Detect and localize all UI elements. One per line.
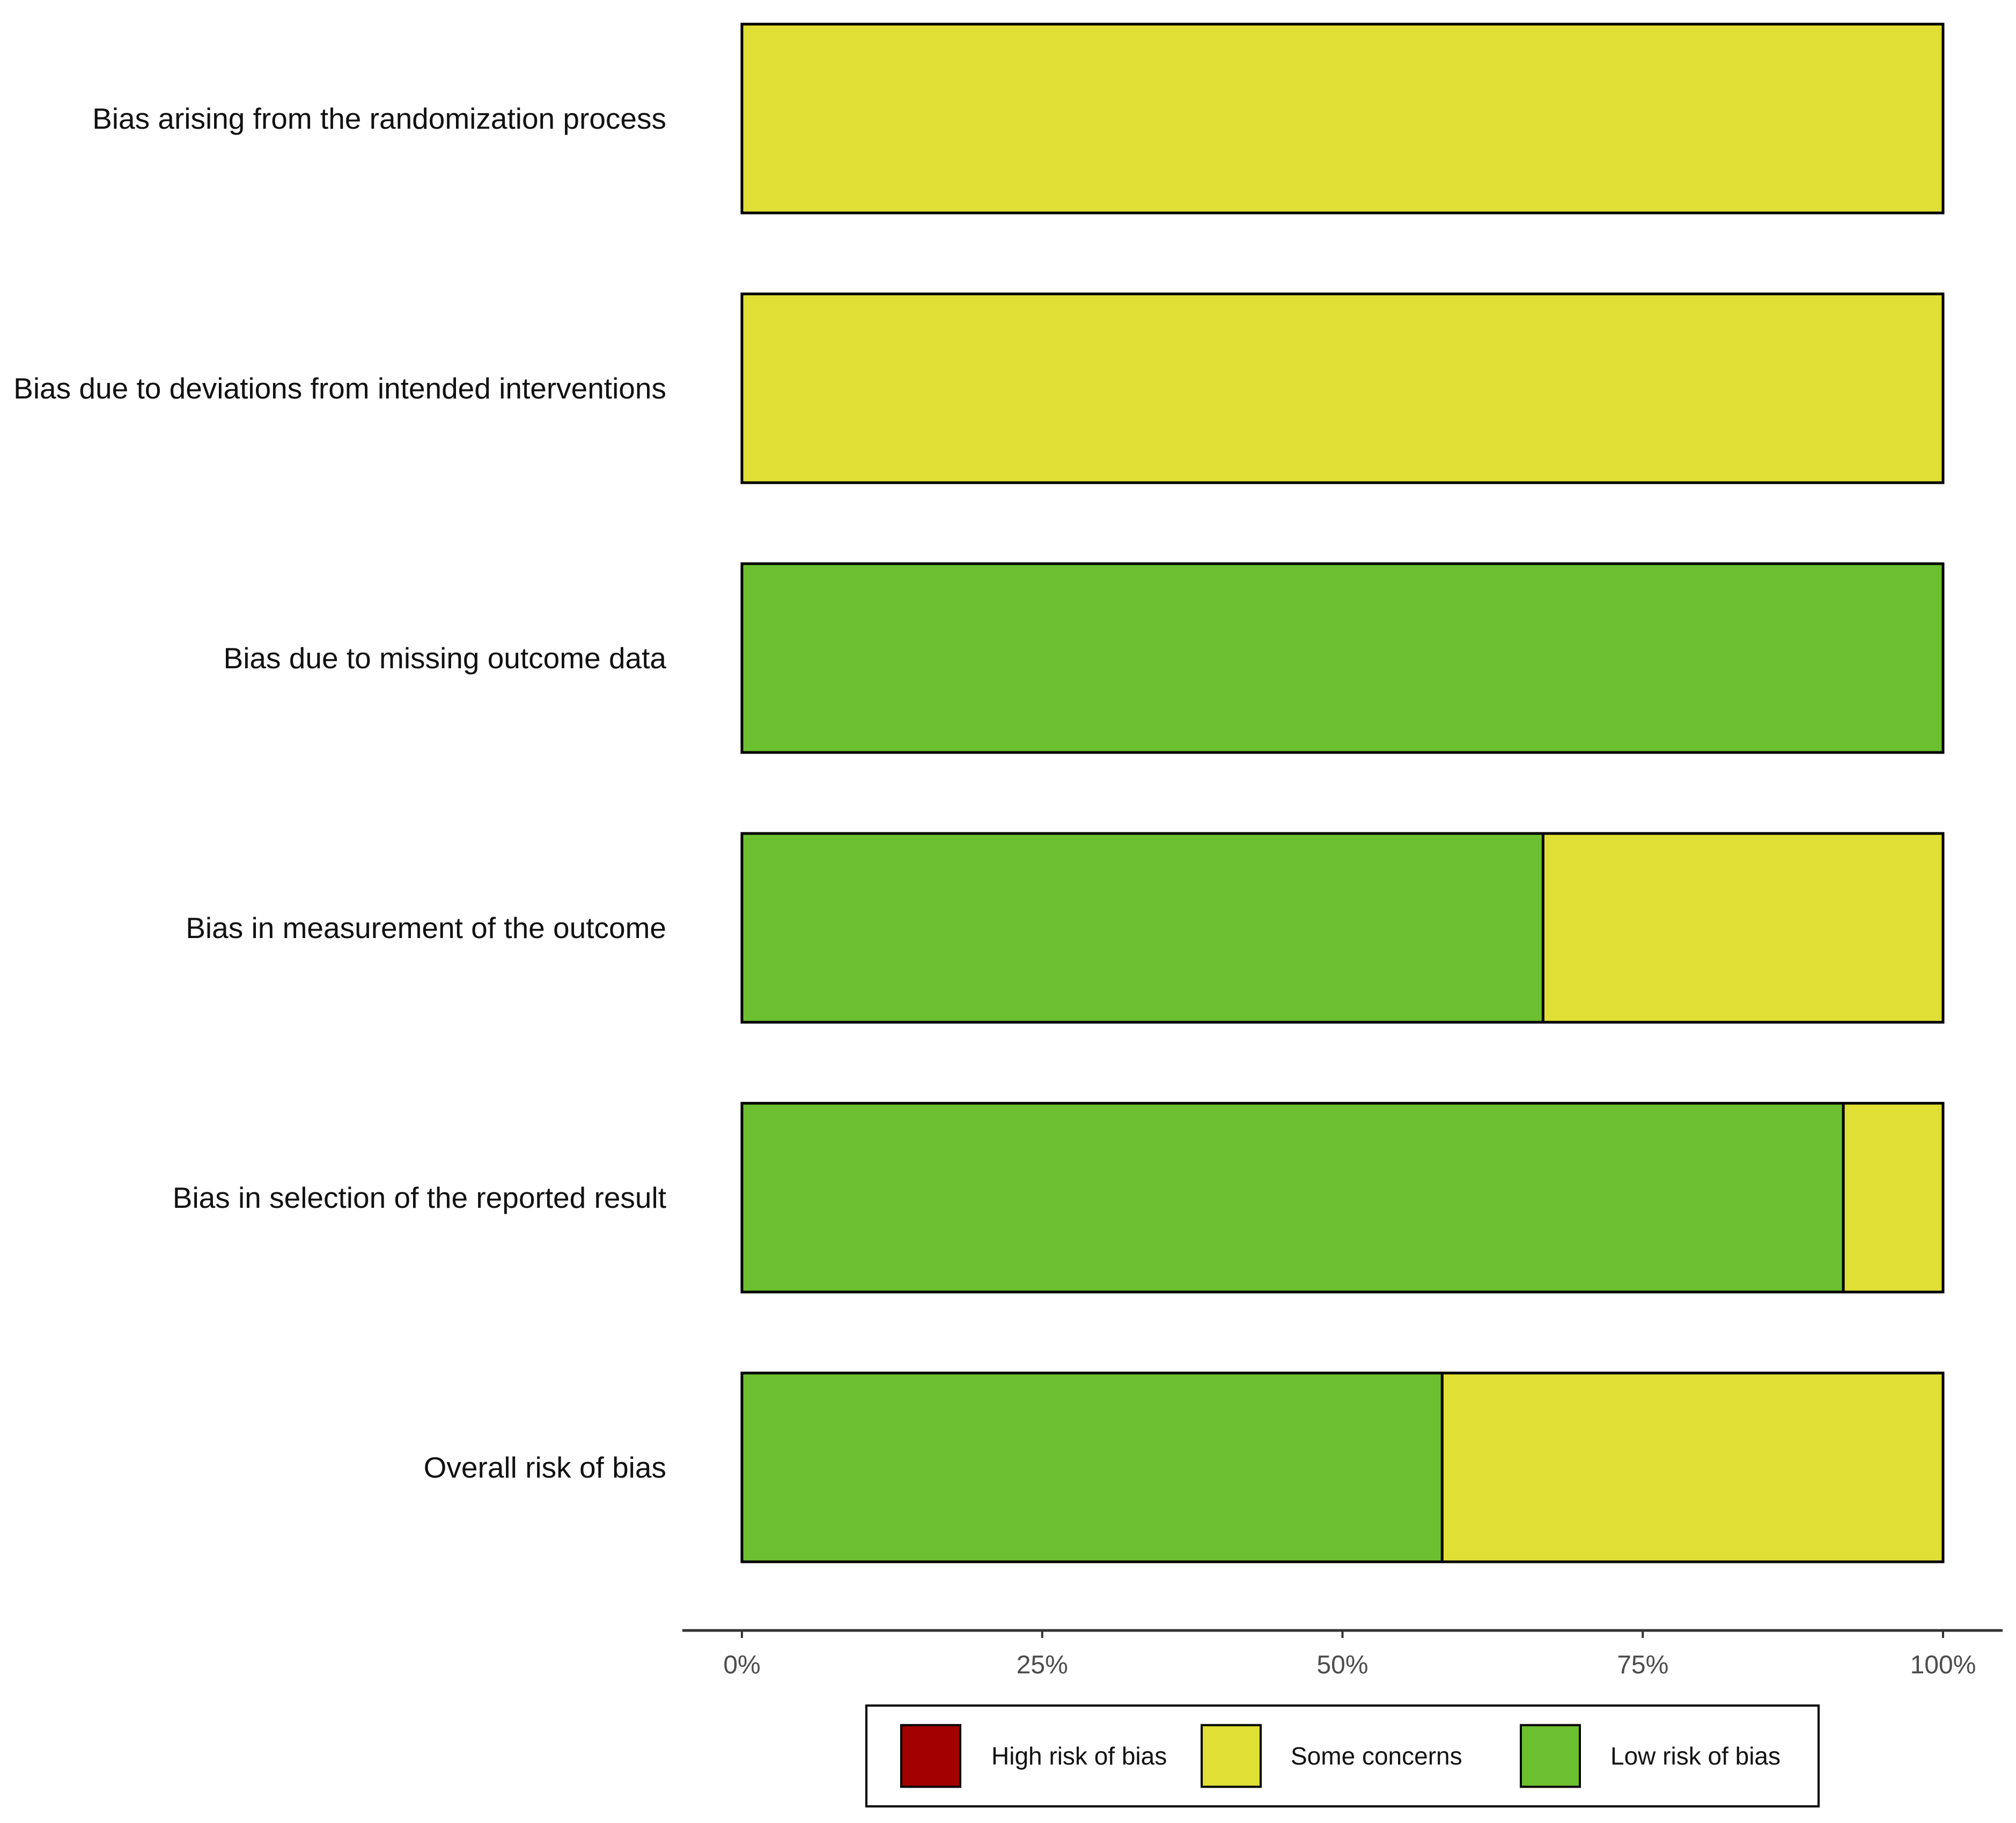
x-tick-label: 75% (1617, 1651, 1668, 1679)
legend-swatch (1520, 1724, 1581, 1788)
legend-swatch (900, 1724, 961, 1788)
x-tick-label: 100% (1910, 1651, 1976, 1679)
bars (740, 23, 1945, 1563)
x-tick-label: 25% (1017, 1651, 1068, 1679)
category-label: Bias arising from the randomization proc… (92, 102, 666, 135)
category-labels: Bias arising from the randomization proc… (13, 102, 666, 1484)
bar-segment (1842, 1102, 1945, 1294)
bar-segment (740, 292, 1945, 484)
legend-label: Low risk of bias (1610, 1742, 1780, 1770)
x-axis: 0% 25% 50% 75% 100% (682, 1629, 2003, 1679)
category-label: Bias in measurement of the outcome (186, 911, 666, 944)
legend-label: Some concerns (1291, 1742, 1462, 1770)
category-label: Bias due to deviations from intended int… (13, 372, 666, 405)
category-label: Bias in selection of the reported result (173, 1181, 666, 1214)
x-tick-label: 50% (1316, 1651, 1368, 1679)
bar-segment (740, 832, 1544, 1024)
legend: High risk of bias Some concerns Low risk o… (865, 1704, 1820, 1807)
legend-swatch (1201, 1724, 1262, 1788)
legend-label: High risk of bias (991, 1742, 1167, 1770)
category-label: Bias due to missing outcome data (224, 641, 667, 675)
legend-box (865, 1704, 1820, 1807)
bar-segment (740, 23, 1945, 215)
bar-segment (740, 562, 1945, 754)
bar-segment (1440, 1371, 1945, 1563)
bar-segment (740, 1102, 1845, 1294)
bar-segment (740, 1371, 1444, 1563)
x-tick-label: 0% (723, 1651, 760, 1679)
category-label: Overall risk of bias (424, 1451, 666, 1484)
bar-segment (1541, 832, 1945, 1024)
